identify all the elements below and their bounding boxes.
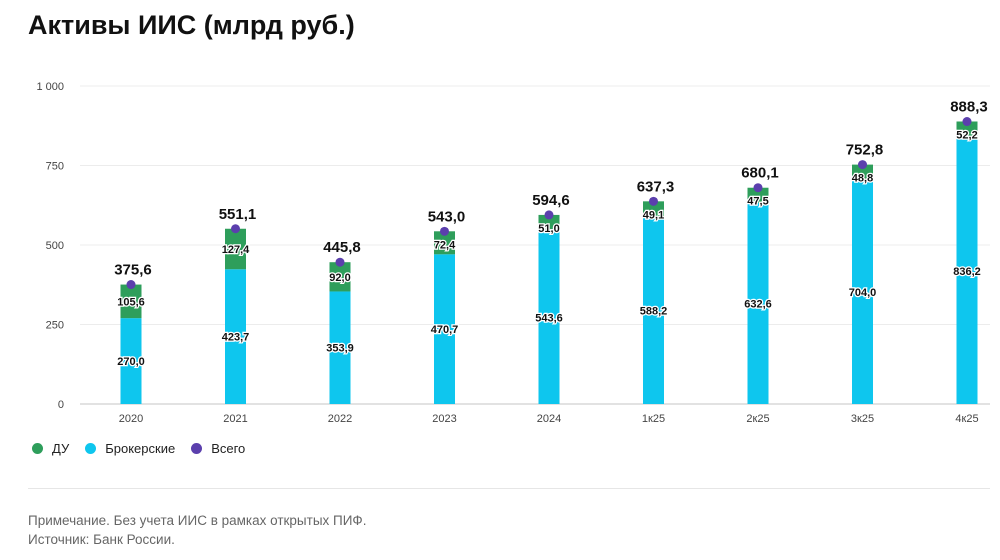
x-tick-label: 2020 bbox=[119, 413, 143, 425]
point-total bbox=[753, 183, 763, 193]
notes: Примечание. Без учета ИИС в рамках откры… bbox=[28, 511, 366, 549]
point-total bbox=[440, 226, 449, 236]
legend-label-du: ДУ bbox=[52, 441, 70, 456]
bar-du bbox=[329, 262, 351, 292]
point-total bbox=[231, 224, 240, 234]
bar-brokerage bbox=[329, 291, 351, 404]
source-text: Источник: Банк России. bbox=[28, 532, 175, 547]
label-total: 594,6 bbox=[532, 192, 570, 209]
x-tick-label: 2к25 bbox=[746, 413, 769, 425]
bar-du bbox=[225, 228, 246, 270]
point-total bbox=[962, 117, 972, 127]
label-du: 49,1 bbox=[643, 209, 664, 221]
legend-label-brokerage: Брокерские bbox=[105, 441, 176, 456]
bar-brokerage bbox=[643, 216, 664, 404]
label-total: 551,1 bbox=[219, 206, 257, 223]
bar-brokerage bbox=[747, 202, 769, 404]
label-total: 543,0 bbox=[428, 208, 466, 225]
legend-dot-brokerage bbox=[85, 443, 97, 454]
bar-du bbox=[747, 187, 769, 203]
label-brokerage: 353,9 bbox=[326, 343, 354, 355]
bar-brokerage bbox=[434, 254, 455, 404]
x-tick-label: 2022 bbox=[328, 413, 352, 425]
bar-du bbox=[434, 231, 455, 255]
bar-du bbox=[538, 214, 560, 232]
bar-brokerage bbox=[120, 318, 142, 404]
chart-title: Активы ИИС (млрд руб.) bbox=[28, 10, 355, 40]
label-du: 48,8 bbox=[852, 173, 873, 185]
bar-brokerage bbox=[225, 269, 246, 404]
y-tick-label: 750 bbox=[46, 161, 64, 173]
label-du: 51,0 bbox=[538, 223, 559, 235]
label-brokerage: 543,6 bbox=[535, 313, 563, 325]
label-du: 105,6 bbox=[117, 296, 145, 308]
label-total: 888,3 bbox=[950, 99, 988, 116]
label-brokerage: 836,2 bbox=[953, 266, 981, 278]
label-total: 637,3 bbox=[637, 178, 675, 195]
x-tick-label: 4к25 bbox=[955, 413, 978, 425]
point-total bbox=[649, 196, 658, 206]
label-du: 72,4 bbox=[434, 239, 456, 251]
label-brokerage: 588,2 bbox=[640, 305, 668, 317]
note-text: Примечание. Без учета ИИС в рамках откры… bbox=[28, 513, 367, 528]
bar-du bbox=[956, 121, 978, 139]
label-brokerage: 423,7 bbox=[222, 332, 250, 344]
legend-dot-du bbox=[32, 443, 43, 454]
point-total bbox=[126, 280, 136, 290]
label-brokerage: 470,7 bbox=[431, 324, 459, 336]
bar-du bbox=[120, 284, 142, 319]
x-tick-label: 3к25 bbox=[851, 413, 874, 425]
label-du: 92,0 bbox=[329, 272, 350, 284]
legend: ДУ Брокерские Всего bbox=[32, 441, 245, 456]
point-total bbox=[544, 210, 554, 220]
bar-du bbox=[643, 201, 664, 217]
label-du: 127,4 bbox=[222, 244, 250, 256]
legend-label-total: Всего bbox=[211, 441, 246, 456]
legend-item-brokerage: Брокерские bbox=[85, 441, 175, 456]
chart-svg: 0 250 500 750 1 000 2020 270,0 105,6 375,6 2021 42… bbox=[36, 81, 990, 425]
divider bbox=[28, 488, 990, 489]
legend-dot-total bbox=[191, 443, 203, 454]
x-tick-label: 2021 bbox=[223, 413, 247, 425]
label-brokerage: 270,0 bbox=[117, 356, 145, 368]
y-tick-label: 250 bbox=[46, 320, 64, 332]
bar-brokerage bbox=[538, 231, 560, 404]
bar-du bbox=[852, 164, 873, 181]
x-tick-label: 2023 bbox=[432, 413, 456, 425]
y-tick-label: 0 bbox=[58, 399, 64, 411]
y-tick-label: 500 bbox=[46, 240, 64, 252]
point-total bbox=[858, 160, 867, 170]
label-total: 375,6 bbox=[114, 262, 152, 279]
x-tick-label: 1к25 bbox=[642, 413, 665, 425]
label-brokerage: 704,0 bbox=[849, 287, 877, 299]
legend-item-du: ДУ bbox=[32, 441, 69, 456]
label-total: 680,1 bbox=[741, 165, 779, 182]
bar-brokerage bbox=[852, 180, 873, 404]
label-total: 752,8 bbox=[846, 142, 884, 159]
legend-item-total: Всего bbox=[191, 441, 245, 456]
label-total: 445,8 bbox=[323, 239, 361, 256]
x-tick-label: 2024 bbox=[537, 413, 561, 425]
label-du: 52,2 bbox=[956, 129, 977, 141]
y-tick-label: 1 000 bbox=[36, 81, 64, 93]
point-total bbox=[335, 257, 345, 267]
bar-brokerage bbox=[956, 138, 978, 405]
label-du: 47,5 bbox=[747, 196, 768, 208]
label-brokerage: 632,6 bbox=[744, 298, 772, 310]
